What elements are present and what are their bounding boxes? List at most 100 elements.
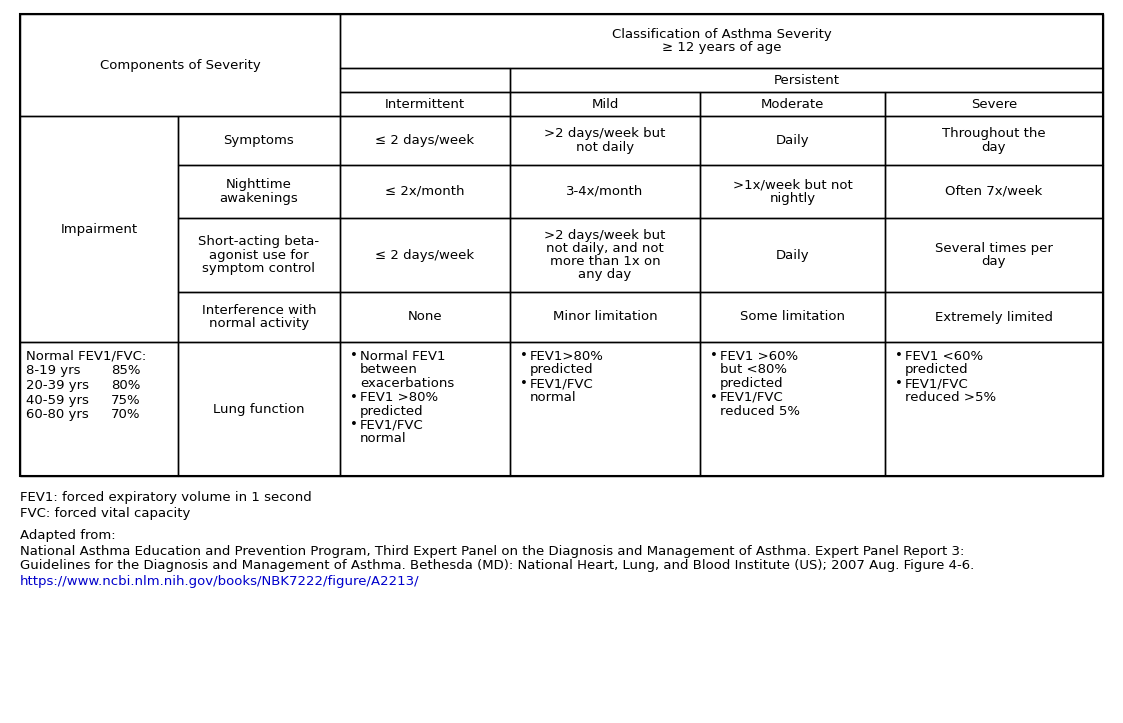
Text: 75%: 75% <box>111 394 140 406</box>
Text: normal: normal <box>530 391 576 404</box>
Text: 20-39 yrs: 20-39 yrs <box>26 379 89 392</box>
Text: Components of Severity: Components of Severity <box>100 59 261 72</box>
Bar <box>340 14 1103 68</box>
Text: National Asthma Education and Prevention Program, Third Expert Panel on the Diag: National Asthma Education and Prevention… <box>20 544 965 557</box>
Text: Symptoms: Symptoms <box>223 134 294 147</box>
Bar <box>700 165 885 218</box>
Text: exacerbations: exacerbations <box>360 377 454 390</box>
Text: Lung function: Lung function <box>213 403 304 416</box>
Text: any day: any day <box>578 268 631 281</box>
Text: FVC: forced vital capacity: FVC: forced vital capacity <box>20 507 191 520</box>
Bar <box>510 165 700 218</box>
Bar <box>20 342 179 476</box>
Text: FEV1/FVC: FEV1/FVC <box>360 419 423 432</box>
Text: day: day <box>982 141 1006 154</box>
Bar <box>340 92 510 116</box>
Bar <box>510 92 700 116</box>
Text: Impairment: Impairment <box>61 223 137 236</box>
Text: 80%: 80% <box>111 379 140 392</box>
Text: •: • <box>895 377 903 390</box>
Text: •: • <box>350 419 358 432</box>
Text: Often 7x/week: Often 7x/week <box>946 185 1042 198</box>
Text: >1x/week but not: >1x/week but not <box>732 179 852 192</box>
Text: Classification of Asthma Severity: Classification of Asthma Severity <box>612 28 831 41</box>
Text: more than 1x on: more than 1x on <box>549 255 660 268</box>
Text: awakenings: awakenings <box>220 192 299 205</box>
Text: reduced >5%: reduced >5% <box>905 391 996 404</box>
Text: 70%: 70% <box>111 408 140 422</box>
Bar <box>885 92 1103 116</box>
Bar <box>179 342 340 476</box>
Text: •: • <box>895 349 903 362</box>
Text: Intermittent: Intermittent <box>385 98 465 111</box>
Text: predicted: predicted <box>530 363 594 376</box>
Text: FEV1 >80%: FEV1 >80% <box>360 391 438 404</box>
Bar <box>179 165 340 218</box>
Text: FEV1 <60%: FEV1 <60% <box>905 349 983 362</box>
Text: •: • <box>350 349 358 362</box>
Text: predicted: predicted <box>905 363 969 376</box>
Text: Throughout the: Throughout the <box>942 127 1046 140</box>
Text: Persistent: Persistent <box>774 74 840 87</box>
Text: but <80%: but <80% <box>720 363 787 376</box>
Text: Mild: Mild <box>592 98 619 111</box>
Text: FEV1 >60%: FEV1 >60% <box>720 349 798 362</box>
Bar <box>700 116 885 165</box>
Text: Normal FEV1/FVC:: Normal FEV1/FVC: <box>26 349 146 362</box>
Text: Daily: Daily <box>776 134 810 147</box>
Text: FEV1/FVC: FEV1/FVC <box>530 377 594 390</box>
Bar <box>510 342 700 476</box>
Text: FEV1>80%: FEV1>80% <box>530 349 604 362</box>
Text: •: • <box>350 391 358 404</box>
Bar <box>20 116 179 342</box>
Bar <box>20 14 1103 476</box>
Bar <box>885 165 1103 218</box>
Bar <box>510 218 700 292</box>
Text: •: • <box>520 349 528 362</box>
Text: nightly: nightly <box>769 192 815 205</box>
Text: not daily: not daily <box>576 141 634 154</box>
Bar <box>179 292 340 342</box>
Bar <box>340 292 510 342</box>
Bar <box>510 292 700 342</box>
Text: 8-19 yrs: 8-19 yrs <box>26 364 81 377</box>
Bar <box>340 68 510 92</box>
Bar <box>885 218 1103 292</box>
Text: predicted: predicted <box>360 405 423 418</box>
Text: reduced 5%: reduced 5% <box>720 405 800 418</box>
Text: Guidelines for the Diagnosis and Management of Asthma. Bethesda (MD): National H: Guidelines for the Diagnosis and Managem… <box>20 560 975 573</box>
Text: FEV1: forced expiratory volume in 1 second: FEV1: forced expiratory volume in 1 seco… <box>20 492 312 505</box>
Bar <box>340 116 510 165</box>
Bar <box>700 292 885 342</box>
Text: predicted: predicted <box>720 377 784 390</box>
Bar <box>885 342 1103 476</box>
Text: https://www.ncbi.nlm.nih.gov/books/NBK7222/figure/A2213/: https://www.ncbi.nlm.nih.gov/books/NBK72… <box>20 575 420 588</box>
Text: >2 days/week but: >2 days/week but <box>545 228 666 241</box>
Text: •: • <box>710 349 718 362</box>
Text: •: • <box>710 391 718 404</box>
Bar <box>20 14 340 116</box>
Text: ≥ 12 years of age: ≥ 12 years of age <box>661 41 782 54</box>
Bar <box>340 165 510 218</box>
Text: Some limitation: Some limitation <box>740 310 844 323</box>
Bar <box>179 218 340 292</box>
Text: Extremely limited: Extremely limited <box>935 310 1053 323</box>
Text: not daily, and not: not daily, and not <box>546 242 664 254</box>
Text: Minor limitation: Minor limitation <box>553 310 657 323</box>
Bar <box>700 342 885 476</box>
Text: 3-4x/month: 3-4x/month <box>566 185 643 198</box>
Text: normal activity: normal activity <box>209 317 309 330</box>
Text: Interference with: Interference with <box>202 304 317 317</box>
Bar <box>885 292 1103 342</box>
Bar <box>700 218 885 292</box>
Bar <box>179 116 340 165</box>
Bar <box>340 218 510 292</box>
Bar <box>340 342 510 476</box>
Text: Moderate: Moderate <box>760 98 824 111</box>
Text: FEV1/FVC: FEV1/FVC <box>905 377 969 390</box>
Text: Several times per: Several times per <box>935 242 1053 254</box>
Text: Daily: Daily <box>776 249 810 262</box>
Text: ≤ 2 days/week: ≤ 2 days/week <box>375 134 475 147</box>
Text: between: between <box>360 363 418 376</box>
Text: Normal FEV1: Normal FEV1 <box>360 349 446 362</box>
